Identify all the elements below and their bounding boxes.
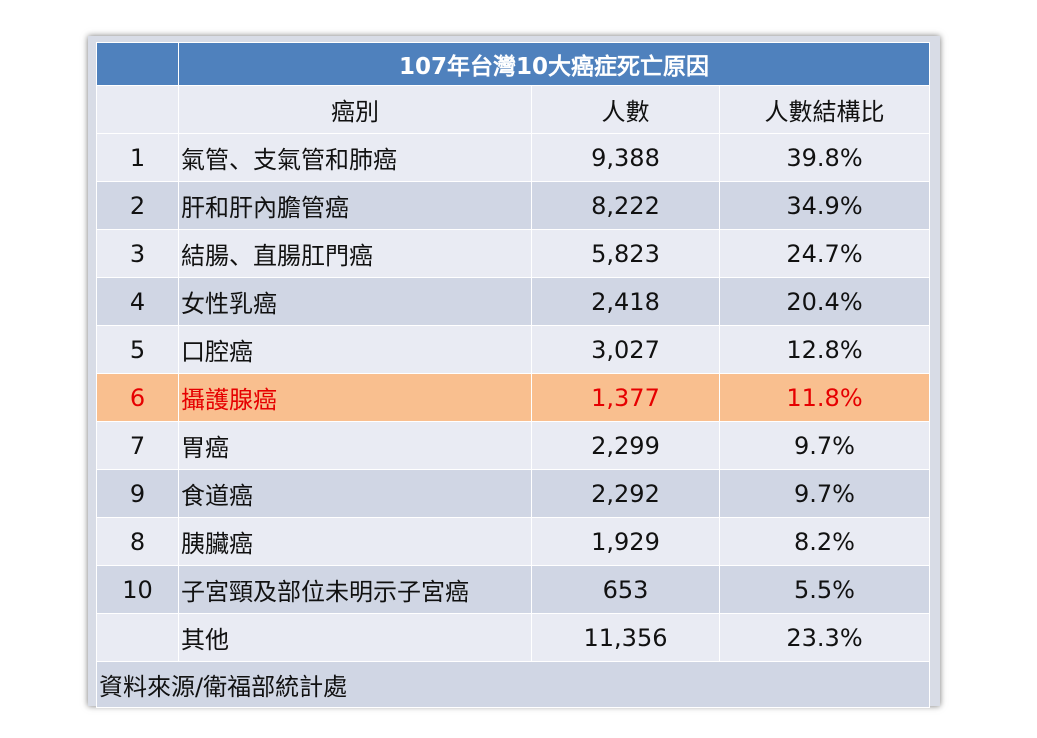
cancer-cell: 胰臟癌 bbox=[178, 517, 532, 566]
rank-cell bbox=[96, 613, 179, 662]
rank-cell: 1 bbox=[96, 133, 179, 182]
table-row: 3 結腸、直腸肛門癌 5,823 24.7% bbox=[96, 229, 930, 278]
ratio-cell: 23.3% bbox=[719, 613, 930, 662]
count-cell: 3,027 bbox=[531, 325, 720, 374]
rank-cell: 3 bbox=[96, 229, 179, 278]
count-cell: 653 bbox=[531, 565, 720, 614]
rank-cell: 9 bbox=[96, 469, 179, 518]
cancer-cell: 口腔癌 bbox=[178, 325, 532, 374]
cancer-death-table: 107年台灣10大癌症死亡原因 癌別 人數 人數結構比 1 氣管、支氣管和肺癌 … bbox=[96, 42, 930, 708]
table-row: 2 肝和肝內膽管癌 8,222 34.9% bbox=[96, 181, 930, 230]
count-cell: 9,388 bbox=[531, 133, 720, 182]
table-row-highlighted: 6 攝護腺癌 1,377 11.8% bbox=[96, 373, 930, 422]
ratio-cell: 9.7% bbox=[719, 421, 930, 470]
ratio-cell: 39.8% bbox=[719, 133, 930, 182]
count-cell: 11,356 bbox=[531, 613, 720, 662]
rank-cell: 4 bbox=[96, 277, 179, 326]
ratio-cell: 11.8% bbox=[719, 373, 930, 422]
ratio-cell: 34.9% bbox=[719, 181, 930, 230]
rank-cell: 8 bbox=[96, 517, 179, 566]
title-corner-cell bbox=[96, 42, 179, 86]
source-note: 資料來源/衛福部統計處 bbox=[96, 661, 930, 708]
ratio-cell: 9.7% bbox=[719, 469, 930, 518]
table-title: 107年台灣10大癌症死亡原因 bbox=[178, 42, 930, 86]
title-row: 107年台灣10大癌症死亡原因 bbox=[96, 42, 930, 86]
ratio-cell: 20.4% bbox=[719, 277, 930, 326]
rank-cell: 5 bbox=[96, 325, 179, 374]
table-row: 7 胃癌 2,299 9.7% bbox=[96, 421, 930, 470]
table-row: 8 胰臟癌 1,929 8.2% bbox=[96, 517, 930, 566]
count-cell: 1,377 bbox=[531, 373, 720, 422]
count-cell: 1,929 bbox=[531, 517, 720, 566]
cancer-cell: 氣管、支氣管和肺癌 bbox=[178, 133, 532, 182]
header-rank bbox=[96, 85, 179, 134]
count-cell: 5,823 bbox=[531, 229, 720, 278]
cancer-cell: 胃癌 bbox=[178, 421, 532, 470]
cancer-cell: 其他 bbox=[178, 613, 532, 662]
count-cell: 2,418 bbox=[531, 277, 720, 326]
header-ratio: 人數結構比 bbox=[719, 85, 930, 134]
ratio-cell: 24.7% bbox=[719, 229, 930, 278]
header-count: 人數 bbox=[531, 85, 720, 134]
count-cell: 8,222 bbox=[531, 181, 720, 230]
ratio-cell: 12.8% bbox=[719, 325, 930, 374]
table-row: 1 氣管、支氣管和肺癌 9,388 39.8% bbox=[96, 133, 930, 182]
header-cancer: 癌別 bbox=[178, 85, 532, 134]
rank-cell: 2 bbox=[96, 181, 179, 230]
ratio-cell: 5.5% bbox=[719, 565, 930, 614]
rank-cell: 7 bbox=[96, 421, 179, 470]
rank-cell: 6 bbox=[96, 373, 179, 422]
cancer-cell: 攝護腺癌 bbox=[178, 373, 532, 422]
header-row: 癌別 人數 人數結構比 bbox=[96, 85, 930, 134]
table-row: 4 女性乳癌 2,418 20.4% bbox=[96, 277, 930, 326]
table-row: 10 子宮頸及部位未明示子宮癌 653 5.5% bbox=[96, 565, 930, 614]
ratio-cell: 8.2% bbox=[719, 517, 930, 566]
cancer-cell: 食道癌 bbox=[178, 469, 532, 518]
count-cell: 2,292 bbox=[531, 469, 720, 518]
table-row: 5 口腔癌 3,027 12.8% bbox=[96, 325, 930, 374]
table-row: 9 食道癌 2,292 9.7% bbox=[96, 469, 930, 518]
table-row: 其他 11,356 23.3% bbox=[96, 613, 930, 662]
cancer-cell: 子宮頸及部位未明示子宮癌 bbox=[178, 565, 532, 614]
cancer-cell: 女性乳癌 bbox=[178, 277, 532, 326]
cancer-cell: 肝和肝內膽管癌 bbox=[178, 181, 532, 230]
source-row: 資料來源/衛福部統計處 bbox=[96, 661, 930, 708]
count-cell: 2,299 bbox=[531, 421, 720, 470]
cancer-cell: 結腸、直腸肛門癌 bbox=[178, 229, 532, 278]
rank-cell: 10 bbox=[96, 565, 179, 614]
